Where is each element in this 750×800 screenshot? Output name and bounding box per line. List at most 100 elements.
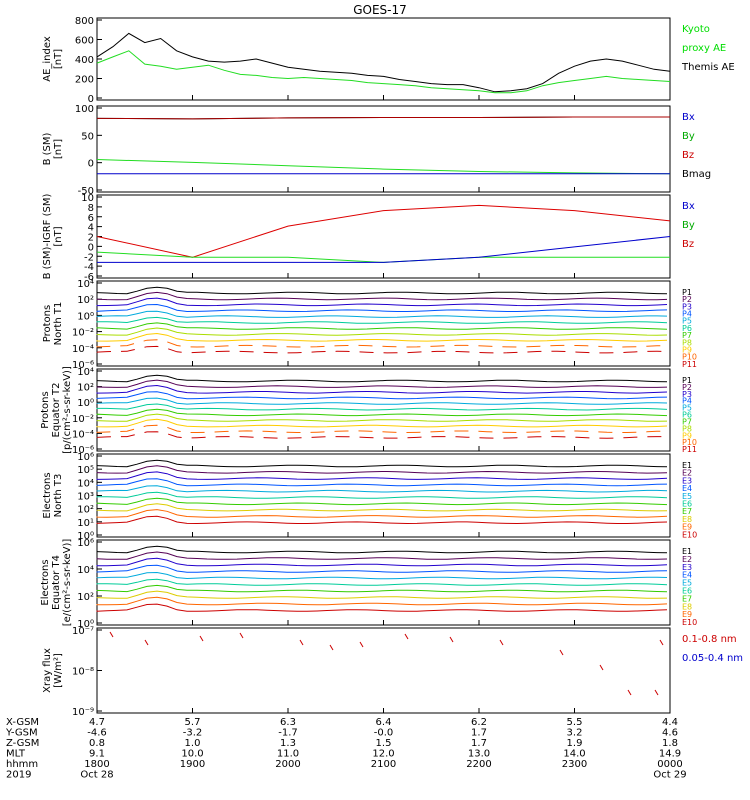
bottom-row-label: MLT [6, 749, 26, 760]
legend-entry: E6 [682, 500, 692, 509]
y-tick-label: 10⁻⁸ [72, 667, 94, 678]
panel-frame [96, 627, 671, 714]
bottom-cell-value: 4.7 [89, 717, 105, 728]
panel-frame [96, 539, 671, 626]
y-tick-label: 10⁴ [77, 367, 94, 378]
flux-trace [96, 424, 668, 434]
y-tick-label: 10⁰ [77, 619, 94, 630]
flux-trace [96, 316, 668, 324]
bottom-cell-value: 6.3 [280, 717, 296, 728]
bottom-cell-value: 6.2 [471, 717, 487, 728]
bottom-row-label: Y-GSM [5, 728, 38, 739]
flux-trace [96, 286, 668, 295]
flux-trace [96, 345, 668, 354]
xray-mark [359, 641, 364, 648]
flux-trace [96, 332, 668, 342]
y-tick-label: 50 [81, 131, 94, 142]
flux-trace [96, 391, 668, 400]
y-axis-label: Electrons [42, 472, 53, 518]
bottom-cell-value: -3.2 [183, 728, 203, 739]
legend-entry: Kyoto [682, 24, 710, 35]
y-tick-label: 10⁻⁴ [72, 429, 94, 440]
legend-entry: E7 [682, 507, 692, 516]
legend-entry: E2 [682, 469, 692, 478]
flux-trace [96, 478, 668, 487]
y-axis-label: North T1 [53, 302, 64, 346]
y-axis-label: Protons [42, 305, 53, 342]
xray-mark [109, 631, 114, 638]
bottom-row-label: X-GSM [6, 717, 39, 728]
legend-entry: E7 [682, 594, 692, 603]
bottom-cell-value: -0.0 [374, 728, 394, 739]
flux-trace [96, 497, 668, 506]
bottom-cell-value: 12.0 [372, 749, 394, 760]
y-axis-label: Xray flux [42, 648, 53, 693]
y-tick-label: 400 [75, 55, 94, 66]
bottom-cell-value: 1.5 [376, 738, 392, 749]
flux-trace [96, 310, 668, 318]
y-tick-label: 6 [88, 213, 94, 224]
y-axis-label: [nT] [53, 226, 64, 246]
legend-entry: By [682, 131, 695, 142]
y-axis-label: Electrons [40, 559, 51, 605]
flux-trace [96, 465, 668, 474]
y-tick-label: 10⁻⁹ [72, 707, 94, 718]
y-tick-label: 10² [77, 505, 94, 516]
bottom-cell-value: 2000 [275, 759, 300, 770]
y-axis-label: [p/(cm²-s-sr-keV)] [62, 366, 73, 454]
bottom-cell-value: 5.5 [567, 717, 583, 728]
legend-entry: Bmag [682, 169, 711, 180]
y-tick-label: 200 [75, 75, 94, 86]
y-tick-label: 10⁶ [77, 452, 94, 463]
legend-entry: E10 [682, 618, 697, 627]
xray-mark [199, 635, 204, 642]
flux-trace [96, 327, 668, 336]
bottom-cell-value: 1.7 [471, 738, 487, 749]
series-line-by [96, 251, 670, 263]
xray-mark [299, 639, 304, 646]
legend-entry: E9 [682, 523, 692, 532]
legend-entry: P11 [682, 445, 697, 454]
xray-mark [654, 689, 659, 696]
flux-trace [96, 596, 668, 606]
xray-mark [599, 664, 604, 671]
y-tick-label: 10⁻⁷ [72, 626, 94, 637]
flux-trace [96, 418, 668, 428]
flux-trace [96, 408, 668, 417]
panel-frame [96, 194, 671, 279]
legend-entry: P5 [682, 404, 692, 413]
panel-protons_t2: 10⁻⁶ 10⁻⁴ 10⁻² 10⁰ 10² 10⁴ Protons Equator T2 [p… [40, 366, 697, 456]
legend-entry: 0.05-0.4 nm [682, 653, 743, 664]
xray-mark [239, 632, 244, 639]
bottom-row-label: hhmm [6, 759, 38, 770]
legend-entry: P1 [682, 376, 692, 385]
bottom-cell-value: 0000 [657, 759, 682, 770]
y-tick-label: 10⁰ [77, 311, 94, 322]
legend-entry: E8 [682, 515, 692, 524]
series-line-themis-ae [96, 32, 671, 93]
y-tick-label: -6 [84, 272, 94, 283]
y-tick-label: 800 [75, 16, 94, 27]
panel-ae: 0 200 400 600 800 AE_index [nT] Kyoto proxy AE Th… [42, 16, 735, 105]
panel-frame [96, 17, 671, 101]
panel-electrons_t3: 10⁰ 10¹ 10² 10³ 10⁴ 10⁵ 10⁶ Electrons North T3 E1… [42, 452, 697, 542]
xray-mark [499, 639, 504, 646]
bottom-cell-value: 13.0 [468, 749, 490, 760]
xray-mark [144, 639, 149, 646]
legend-entry: E5 [682, 579, 692, 588]
y-tick-label: 10⁴ [77, 565, 94, 576]
y-tick-label: -2 [84, 252, 94, 263]
flux-trace [96, 413, 668, 422]
legend-entry: E9 [682, 610, 692, 619]
flux-trace [96, 603, 668, 612]
y-tick-label: 10⁴ [77, 279, 94, 290]
y-tick-label: 10⁰ [77, 398, 94, 409]
y-tick-label: 10⁻² [72, 414, 94, 425]
legend-entry: P2 [682, 295, 692, 304]
legend-entry: E1 [682, 547, 692, 556]
y-tick-label: 10² [77, 295, 94, 306]
y-axis-label: B (SM) [42, 132, 53, 165]
bottom-cell-value: 1.0 [185, 738, 201, 749]
y-tick-label: 10¹ [77, 518, 94, 529]
